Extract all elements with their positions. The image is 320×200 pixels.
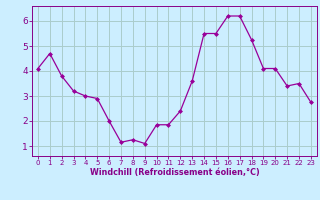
X-axis label: Windchill (Refroidissement éolien,°C): Windchill (Refroidissement éolien,°C) — [90, 168, 259, 177]
